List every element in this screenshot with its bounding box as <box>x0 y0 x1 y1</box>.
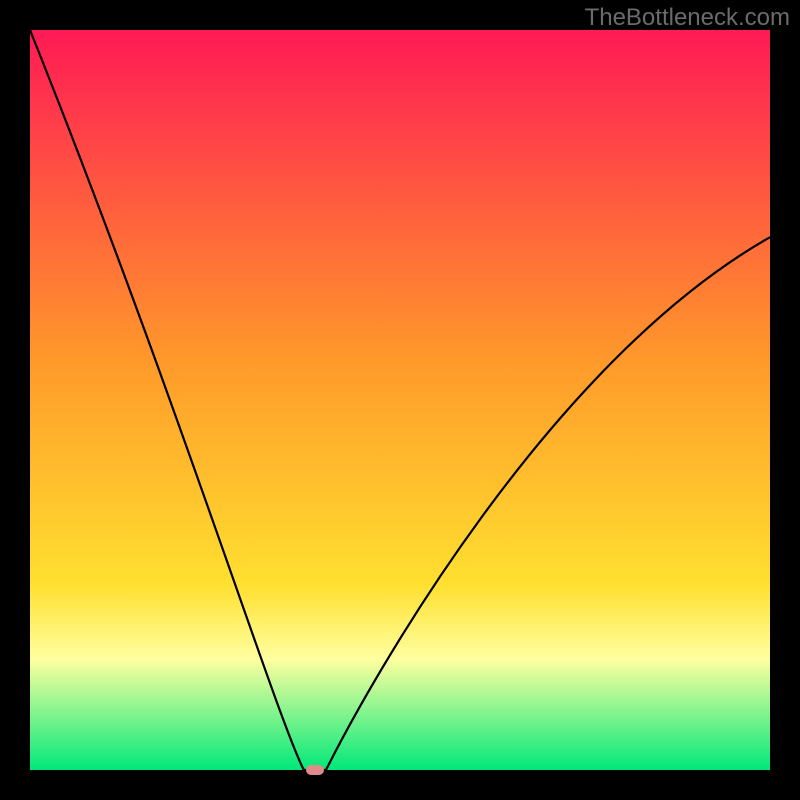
chart-frame: TheBottleneck.com <box>0 0 800 800</box>
watermark-text: TheBottleneck.com <box>585 4 790 32</box>
bottleneck-curve <box>0 0 800 800</box>
minimum-marker <box>306 765 324 775</box>
curve-path <box>30 30 770 770</box>
